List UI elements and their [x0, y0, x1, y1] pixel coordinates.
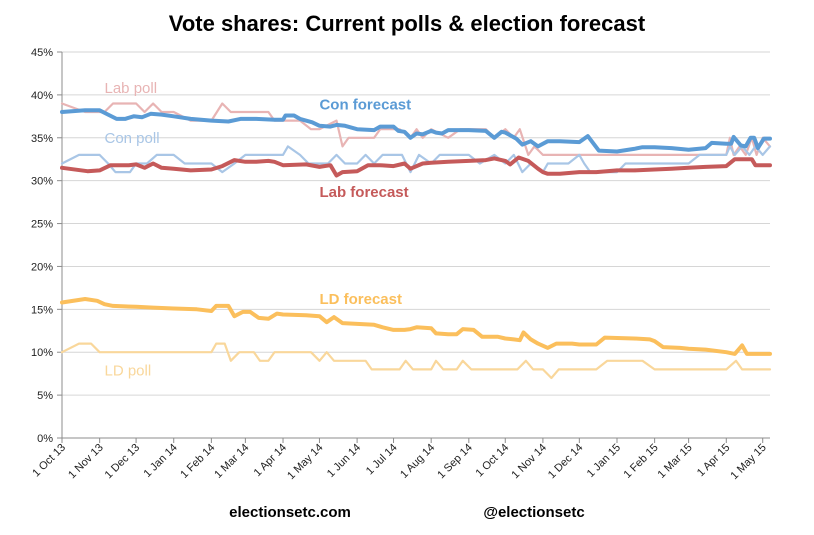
y-tick-label: 25%: [31, 219, 53, 231]
ld-poll-line: [60, 342, 772, 380]
y-tick-label: 5%: [37, 390, 53, 402]
y-tick-label: 45%: [31, 47, 53, 59]
y-tick-label: 30%: [31, 176, 53, 188]
chart-title: Vote shares: Current polls & election fo…: [169, 11, 646, 36]
x-tick-label: 1 Sep 14: [435, 442, 475, 482]
x-tick-label: 1 May 14: [285, 442, 325, 482]
y-tick-label: 20%: [31, 261, 53, 273]
x-tick-label: 1 Dec 13: [103, 442, 143, 482]
y-tick-label: 0%: [37, 433, 53, 445]
y-tick-label: 10%: [31, 347, 53, 359]
x-tick-label: 1 Jan 14: [142, 442, 180, 480]
x-tick-label: 1 Oct 13: [30, 442, 68, 480]
con-poll-line: [60, 145, 772, 174]
x-tick-label: 1 Mar 14: [212, 442, 251, 481]
x-tick-label: 1 Nov 14: [509, 442, 549, 482]
footer-website: electionsetc.com: [229, 504, 351, 521]
x-tick-label: 1 Nov 13: [66, 442, 106, 482]
footer-twitter-handle: @electionsetc: [483, 504, 584, 521]
lab-forecast-label: Lab forecast: [319, 184, 408, 201]
con-forecast-label: Con forecast: [319, 96, 411, 113]
x-tick-label: 1 Jan 15: [585, 442, 623, 480]
x-tick-label: 1 Apr 15: [695, 442, 732, 479]
x-tick-label: 1 Dec 14: [546, 442, 586, 482]
con-poll-label: Con poll: [105, 130, 160, 147]
series-lines: [60, 102, 772, 380]
ld-forecast-label: LD forecast: [319, 291, 402, 308]
con-forecast-line: [60, 108, 772, 154]
x-tick-label: 1 Aug 14: [398, 442, 437, 481]
y-tick-label: 40%: [31, 90, 53, 102]
x-tick-label: 1 May 15: [728, 442, 768, 482]
lab-forecast-line: [60, 155, 772, 178]
x-tick-label: 1 Jun 14: [325, 442, 363, 480]
x-tick-label: 1 Feb 15: [622, 442, 661, 481]
ld-poll-label: LD poll: [105, 362, 152, 379]
y-tick-label: 35%: [31, 133, 53, 145]
x-tick-label: 1 Oct 14: [473, 442, 511, 480]
x-tick-label: 1 Mar 15: [656, 442, 695, 481]
x-tick-label: 1 Jul 14: [364, 442, 400, 478]
y-tick-label: 15%: [31, 304, 53, 316]
ld-forecast-line: [60, 297, 772, 356]
series-annotations: Lab poll Con forecast Con poll Lab forecast…: [105, 80, 412, 379]
x-tick-label: 1 Feb 14: [178, 442, 217, 481]
gridlines: [62, 51, 770, 396]
x-tick-label: 1 Apr 14: [252, 442, 289, 479]
lab-poll-label: Lab poll: [105, 80, 158, 97]
